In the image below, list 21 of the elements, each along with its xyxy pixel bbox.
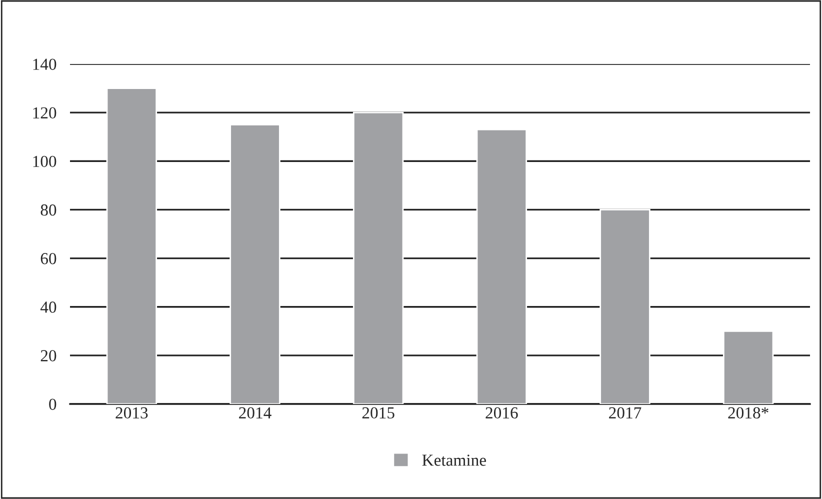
y-tick-label: 80 [40, 204, 56, 216]
x-tick-label: 2014 [239, 407, 272, 419]
bar [600, 209, 650, 404]
y-tick-label: 100 [33, 156, 56, 168]
bar [476, 128, 528, 404]
y-tick-label: 60 [40, 252, 56, 264]
x-tick-label: 2013 [116, 407, 148, 419]
x-tick-label: 2015 [362, 407, 394, 419]
y-tick-label: 0 [49, 398, 56, 410]
bar [230, 124, 280, 404]
y-tick-label: 20 [40, 350, 56, 362]
legend-label: Ketamine [422, 454, 486, 466]
y-tick-label: 120 [33, 107, 56, 119]
x-tick-label: 2018* [728, 407, 768, 419]
y-tick-label: 140 [33, 58, 56, 70]
bar [722, 330, 774, 404]
x-tick-label: 2017 [609, 407, 642, 419]
bar [352, 112, 404, 404]
bar [106, 88, 158, 404]
y-tick-label: 40 [40, 302, 56, 313]
x-tick-label: 2016 [486, 407, 518, 419]
